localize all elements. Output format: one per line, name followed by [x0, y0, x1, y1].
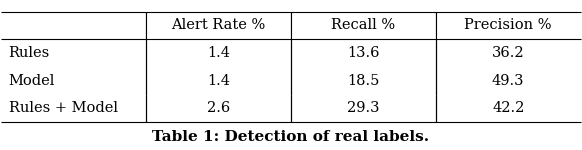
Text: Table 1: Detection of real labels.: Table 1: Detection of real labels. — [152, 130, 430, 144]
